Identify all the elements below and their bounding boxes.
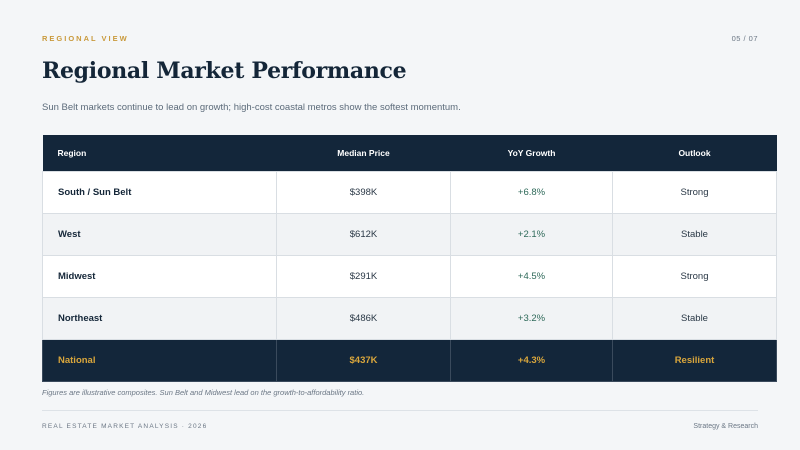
table-row: Midwest $291K +4.5% Strong <box>42 254 777 298</box>
column-header-median-price: Median Price <box>337 147 390 158</box>
footnote: Figures are illustrative composites. Sun… <box>42 388 365 397</box>
growth-cell: +6.8% <box>450 170 613 214</box>
region-cell: Northeast <box>42 296 277 340</box>
growth-cell: +3.2% <box>450 296 613 340</box>
outlook-cell: Strong <box>612 254 777 298</box>
price-cell: $612K <box>276 212 451 256</box>
price-cell: $398K <box>276 170 451 214</box>
region-cell: South / Sun Belt <box>42 170 277 214</box>
price-cell: $291K <box>276 254 451 298</box>
table-row: West $612K +2.1% Stable <box>42 212 777 256</box>
footer-divider <box>42 410 758 411</box>
total-outlook-cell: Resilient <box>612 338 777 382</box>
footer-right-text: Strategy & Research <box>693 423 758 430</box>
section-eyebrow: REGIONAL VIEW <box>42 34 129 43</box>
page-number: 05 / 07 <box>731 34 758 43</box>
table-row: South / Sun Belt $398K +6.8% Strong <box>42 170 777 214</box>
region-cell: Midwest <box>42 254 277 298</box>
total-price-cell: $437K <box>276 338 451 382</box>
growth-cell: +4.5% <box>450 254 613 298</box>
total-row: National $437K +4.3% Resilient <box>42 338 777 382</box>
total-growth-cell: +4.3% <box>450 338 613 382</box>
outlook-cell: Strong <box>612 170 777 214</box>
footer-left-text: REAL ESTATE MARKET ANALYSIS · 2026 <box>42 423 208 430</box>
regional-table: Region Median Price YoY Growth Outlook S… <box>42 135 777 382</box>
column-header-outlook: Outlook <box>678 147 711 158</box>
price-cell: $486K <box>276 296 451 340</box>
table-header-row: Region Median Price YoY Growth Outlook <box>42 135 777 171</box>
region-cell: West <box>42 212 277 256</box>
page-subtitle: Sun Belt markets continue to lead on gro… <box>42 102 461 113</box>
outlook-cell: Stable <box>612 212 777 256</box>
outlook-cell: Stable <box>612 296 777 340</box>
total-region-cell: National <box>42 338 277 382</box>
page-title: Regional Market Performance <box>42 58 407 84</box>
growth-cell: +2.1% <box>450 212 613 256</box>
column-header-region: Region <box>57 147 87 158</box>
column-header-yoy-growth: YoY Growth <box>507 147 556 158</box>
table-row: Northeast $486K +3.2% Stable <box>42 296 777 340</box>
